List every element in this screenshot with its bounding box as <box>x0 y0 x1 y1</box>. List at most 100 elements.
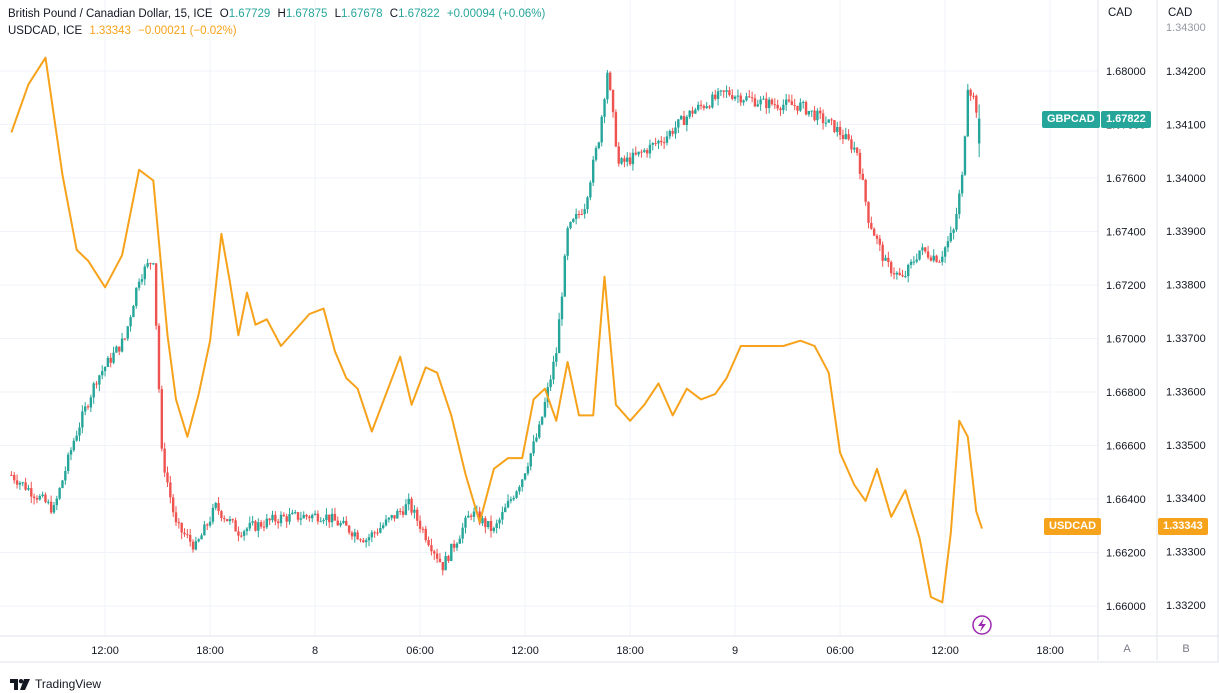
time-axis-tick-label: 8 <box>312 645 318 657</box>
candle-body <box>711 94 714 108</box>
candle-body <box>872 228 876 236</box>
tradingview-brand[interactable]: TradingView <box>10 677 101 691</box>
candle-body <box>194 541 198 550</box>
candle-body <box>356 532 359 540</box>
candle-body <box>810 110 813 112</box>
candle-body <box>95 383 98 385</box>
candle-body <box>166 472 169 483</box>
axis-b-tick-label: 1.33600 <box>1166 386 1206 398</box>
candle-body <box>853 147 856 150</box>
candle-body <box>336 520 339 526</box>
candle-body <box>288 514 291 522</box>
candle-body <box>501 512 504 520</box>
time-axis-tick-label: 12:00 <box>91 645 119 657</box>
candle-body <box>81 411 84 428</box>
candle-body <box>123 338 127 340</box>
candle-body <box>884 257 887 261</box>
candle-body <box>963 136 967 175</box>
candle-body <box>245 528 249 532</box>
candle-body <box>410 498 413 513</box>
candle-body <box>291 512 294 515</box>
candle-body <box>115 346 118 353</box>
legend-change: +0.00094 (+0.06%) <box>446 8 546 20</box>
candle-body <box>898 272 901 276</box>
candle-body <box>807 111 811 115</box>
candle-body <box>580 214 584 216</box>
candle-body <box>407 498 410 505</box>
candle-body <box>86 406 90 408</box>
gbpcad-candles <box>10 70 981 576</box>
candle-body <box>836 126 839 132</box>
candle-body <box>208 521 212 526</box>
candle-body <box>61 480 64 488</box>
candle-body <box>750 97 754 99</box>
axis-b-tick-label: 1.34000 <box>1166 173 1206 185</box>
candle-body <box>387 517 391 520</box>
candle-body <box>586 197 589 210</box>
candle-body <box>257 522 260 531</box>
scale-a-button[interactable]: A <box>1123 643 1131 655</box>
candle-body <box>15 480 19 485</box>
candle-body <box>844 134 847 140</box>
candle-body <box>617 146 620 164</box>
candle-body <box>881 244 884 261</box>
candle-body <box>733 96 737 99</box>
candle-body <box>75 435 78 441</box>
candle-body <box>217 503 220 512</box>
candle-body <box>294 512 297 514</box>
candle-body <box>631 152 635 165</box>
candle-body <box>932 255 935 261</box>
candle-body <box>745 96 748 101</box>
usdcad-legend: USDCAD, ICE 1.33343 −0.00021 (−0.02%) <box>8 25 241 37</box>
candle-body <box>654 143 657 145</box>
candle-body <box>645 150 649 154</box>
candle-body <box>64 471 67 481</box>
candle-body <box>850 139 853 150</box>
axis-b-tick-label: 1.33900 <box>1166 226 1206 238</box>
candle-body <box>504 507 507 513</box>
candle-body <box>975 95 978 113</box>
candle-body <box>969 89 972 96</box>
candle-body <box>447 556 450 561</box>
candle-body <box>941 256 944 262</box>
candle-body <box>396 510 399 519</box>
candle-body <box>248 522 251 529</box>
candle-body <box>259 522 263 527</box>
candle-body <box>696 104 700 110</box>
candle-body <box>626 157 629 162</box>
candle-body <box>120 338 124 352</box>
usdcad-price-badge: 1.33343 <box>1158 518 1208 535</box>
usdcad-series-path <box>10 56 983 604</box>
candle-body <box>555 353 558 362</box>
candle-body <box>72 440 76 451</box>
candle-body <box>106 357 110 367</box>
candle-body <box>308 516 311 519</box>
candle-body <box>603 99 606 117</box>
scale-b-button[interactable]: B <box>1182 643 1190 655</box>
candle-body <box>662 142 666 144</box>
candle-body <box>188 534 192 542</box>
time-axis-tick-label: 18:00 <box>196 645 224 657</box>
candle-body <box>594 148 598 160</box>
candle-body <box>796 105 799 111</box>
candle-body <box>887 257 890 263</box>
legend-close: C1.67822 <box>389 8 440 20</box>
gbpcad-symbol-badge: GBPCAD <box>1042 111 1100 128</box>
candle-body <box>163 448 166 473</box>
candle-body <box>203 524 206 536</box>
candle-body <box>486 521 490 528</box>
axis-b-tick-label: 1.33700 <box>1166 333 1206 345</box>
candle-body <box>424 528 427 541</box>
candle-body <box>427 540 430 546</box>
candle-body <box>171 497 175 513</box>
candle-body <box>813 110 816 121</box>
axis-a-tick-label: 1.67200 <box>1106 280 1146 292</box>
candle-body <box>444 556 447 571</box>
candle-body <box>467 515 470 518</box>
lightning-icon[interactable] <box>972 615 992 635</box>
candle-body <box>302 514 305 519</box>
candle-body <box>362 540 365 543</box>
candle-body <box>78 427 81 436</box>
candle-body <box>35 498 39 500</box>
